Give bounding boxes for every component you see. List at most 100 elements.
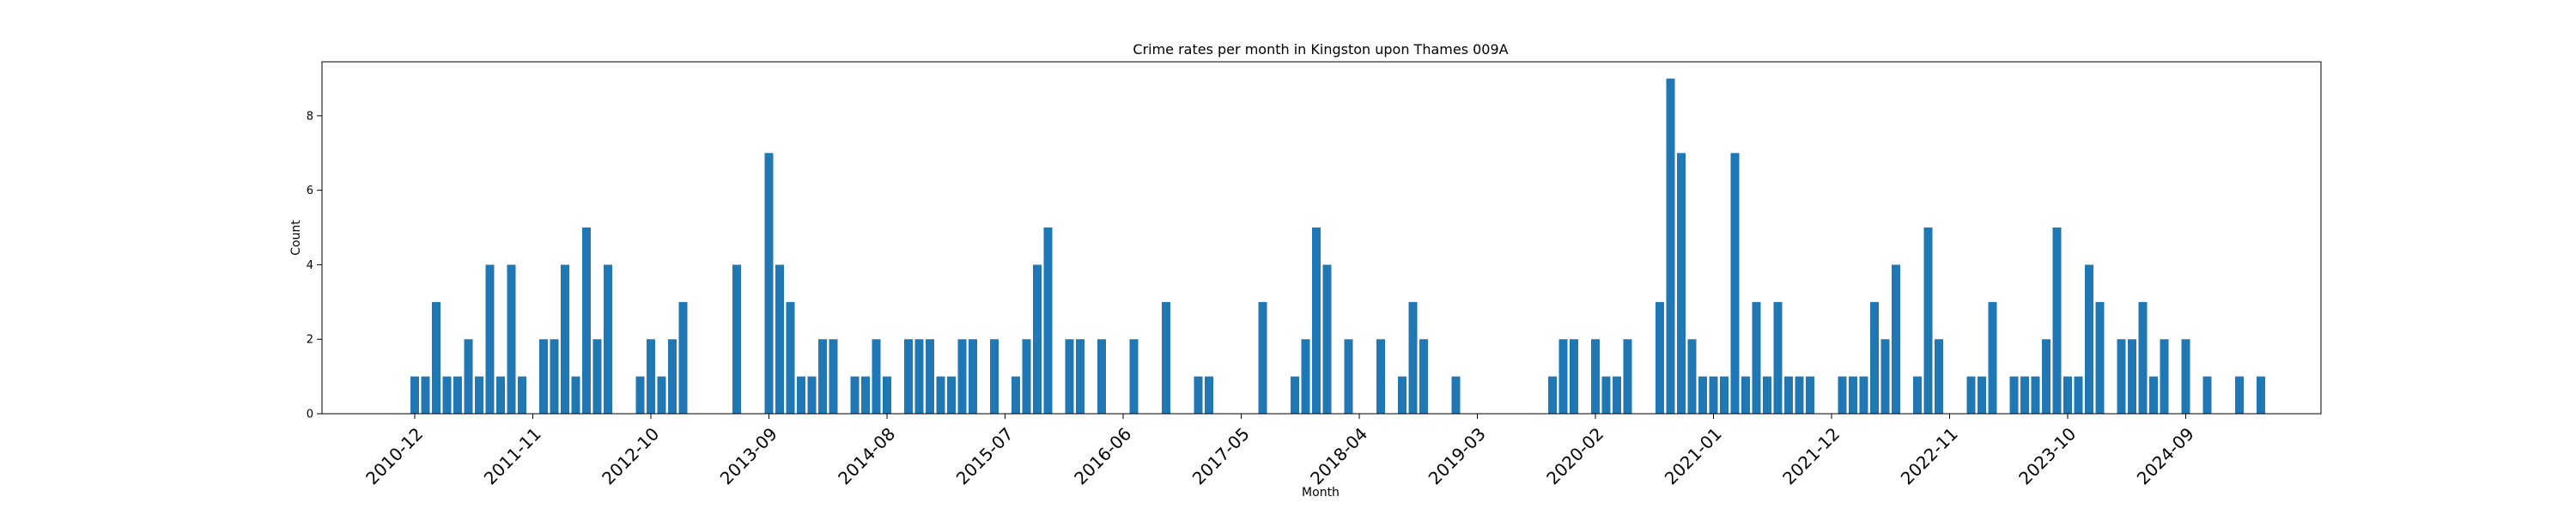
bar xyxy=(861,376,870,414)
bar xyxy=(550,339,559,414)
bar xyxy=(1043,227,1053,414)
bar xyxy=(2235,376,2244,414)
chart-title: Crime rates per month in Kingston upon T… xyxy=(1133,41,1508,58)
bar xyxy=(1752,301,1761,414)
bar xyxy=(2085,264,2093,414)
bar xyxy=(561,264,569,414)
x-tick-label: 2021-12 xyxy=(1778,423,1844,488)
bar xyxy=(829,339,838,414)
bar xyxy=(678,301,688,414)
bar xyxy=(1408,301,1418,414)
bar xyxy=(1720,376,1728,414)
bar xyxy=(936,376,945,414)
bar xyxy=(635,376,645,414)
bar xyxy=(2009,376,2019,414)
bar xyxy=(518,376,526,414)
bar xyxy=(1880,339,1890,414)
bar xyxy=(432,301,440,414)
bar xyxy=(1923,227,1933,414)
bar xyxy=(1291,376,1299,414)
bar xyxy=(668,339,677,414)
bar xyxy=(1548,376,1557,414)
bar xyxy=(421,376,430,414)
bar xyxy=(496,376,505,414)
x-tick-label: 2021-01 xyxy=(1661,423,1726,488)
bar xyxy=(990,339,999,414)
bar xyxy=(1687,339,1697,414)
bar xyxy=(1859,376,1868,414)
bar xyxy=(1666,78,1675,415)
y-tick-label: 0 xyxy=(307,409,313,421)
bar xyxy=(786,301,795,414)
bar xyxy=(2074,376,2083,414)
bar xyxy=(453,376,462,414)
x-tick-label: 2010-12 xyxy=(361,423,427,488)
bar xyxy=(1162,301,1170,414)
x-tick-label: 2024-09 xyxy=(2133,423,2198,488)
bar xyxy=(947,376,956,414)
y-axis: 0 2 4 6 8 xyxy=(307,110,322,421)
y-tick-label: 2 xyxy=(307,334,313,347)
y-tick-label: 8 xyxy=(307,110,313,123)
x-axis-label: Month xyxy=(1302,486,1340,500)
bar xyxy=(1312,227,1321,414)
bar xyxy=(1656,301,1664,414)
bar xyxy=(2128,339,2136,414)
bar xyxy=(1978,376,1986,414)
bar xyxy=(1570,339,1578,414)
bar xyxy=(1677,153,1686,415)
bar xyxy=(1892,264,1900,414)
bar xyxy=(475,376,483,414)
bar xyxy=(1623,339,1632,414)
x-tick-label: 2020-02 xyxy=(1542,423,1607,488)
bar xyxy=(647,339,655,414)
y-tick-label: 4 xyxy=(307,259,313,272)
bar xyxy=(1398,376,1406,414)
bar xyxy=(2149,376,2158,414)
bar xyxy=(1451,376,1461,414)
bar xyxy=(582,227,591,414)
bar xyxy=(1601,376,1611,414)
bar xyxy=(1376,339,1385,414)
bar xyxy=(2052,227,2062,414)
bar xyxy=(818,339,827,414)
bar xyxy=(1763,376,1771,414)
bars xyxy=(410,78,2265,415)
bar xyxy=(957,339,967,414)
bar xyxy=(1773,301,1783,414)
bar xyxy=(1558,339,1568,414)
bar xyxy=(1849,376,1857,414)
bar xyxy=(1205,376,1213,414)
y-axis-label: Count xyxy=(289,220,303,256)
bar xyxy=(539,339,548,414)
bar xyxy=(1730,153,1740,415)
bar xyxy=(797,376,805,414)
bar xyxy=(1784,376,1793,414)
x-tick-label: 2015-07 xyxy=(952,423,1018,488)
bar xyxy=(1870,301,1879,414)
bar xyxy=(1344,339,1353,414)
x-tick-label: 2019-03 xyxy=(1425,423,1490,488)
bar xyxy=(1194,376,1203,414)
y-tick-label: 6 xyxy=(307,185,313,197)
bar xyxy=(1258,301,1267,414)
bar xyxy=(775,264,784,414)
plot-frame xyxy=(321,61,2322,415)
bar xyxy=(1838,376,1847,414)
bar xyxy=(1988,301,1997,414)
bar xyxy=(657,376,666,414)
bar xyxy=(2063,376,2072,414)
bar xyxy=(604,264,612,414)
bar xyxy=(2160,339,2169,414)
bar xyxy=(1741,376,1750,414)
bar xyxy=(2031,376,2040,414)
bar xyxy=(592,339,602,414)
bar xyxy=(1591,339,1600,414)
bar xyxy=(464,339,473,414)
bar xyxy=(1022,339,1031,414)
x-tick-label: 2018-04 xyxy=(1306,423,1371,488)
bar xyxy=(2202,376,2212,414)
bar xyxy=(1935,339,1943,414)
bar xyxy=(1065,339,1074,414)
bar xyxy=(1097,339,1106,414)
